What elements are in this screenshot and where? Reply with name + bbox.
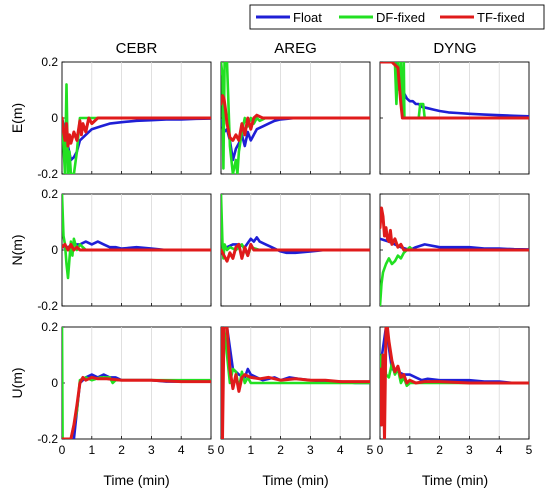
column-title-dyng: DYNG	[433, 40, 476, 57]
column-title-areg: AREG	[274, 40, 317, 57]
y-tick-label: -0.2	[37, 432, 58, 446]
panel-series	[380, 206, 529, 306]
panel-series	[380, 62, 529, 120]
panel-series	[62, 327, 211, 439]
series-line-tf-fixed-areg-u	[221, 327, 370, 439]
series-line-df-fixed-cebr-e	[62, 83, 211, 174]
x-tick-label: 5	[208, 443, 215, 457]
x-tick-label: 5	[526, 443, 533, 457]
y-tick-label: 0.2	[41, 55, 58, 69]
y-tick-label: 0	[51, 376, 58, 390]
panel-cebr-e: -0.2 0 0.2	[37, 55, 212, 181]
row-label-e: E(m)	[9, 103, 25, 133]
legend-label-float: Float	[293, 10, 322, 25]
panel-series	[62, 83, 211, 174]
x-axis-label-cebr: Time (min)	[103, 472, 169, 488]
series-line-tf-fixed-dyng-e	[380, 62, 529, 120]
x-tick-label: 4	[337, 443, 344, 457]
series-line-tf-fixed-dyng-n	[380, 206, 529, 252]
x-tick-label: 3	[148, 443, 155, 457]
x-tick-label: 0	[218, 443, 225, 457]
x-tick-label: 2	[436, 443, 443, 457]
x-tick-label: 5	[367, 443, 374, 457]
series-line-tf-fixed-areg-n	[221, 242, 370, 263]
y-tick-label: 0.2	[41, 320, 58, 334]
panel-series	[62, 194, 211, 280]
series-line-df-fixed-dyng-e	[380, 62, 529, 120]
panel-dyng-e	[379, 61, 530, 175]
y-tick-label: -0.2	[37, 167, 58, 181]
x-tick-label: 0	[59, 443, 66, 457]
y-tick-label: 0	[51, 111, 58, 125]
series-line-tf-fixed-dyng-u	[380, 327, 529, 439]
panel-series	[221, 194, 370, 263]
legend-label-df-fixed: DF-fixed	[376, 10, 425, 25]
x-tick-label: 4	[178, 443, 185, 457]
panels: -0.200.2-0.200.20 1 2 3 4 5-0.200.20 1 2 3 4 5 0 1 2 3…	[37, 55, 532, 457]
panel-cebr-n: -0.2 0 0.2	[37, 187, 212, 313]
y-tick-label: 0	[51, 243, 58, 257]
panel-series	[221, 327, 370, 439]
x-tick-label: 1	[247, 443, 254, 457]
legend-box	[249, 4, 545, 30]
panel-cebr-u: 0 1 2 3 4 5-0.200.2	[37, 320, 214, 457]
panel-dyng-u: 0 1 2 3 4 5	[377, 326, 533, 457]
row-label-u: U(m)	[9, 367, 25, 398]
x-tick-label: 1	[406, 443, 413, 457]
x-tick-label: 2	[277, 443, 284, 457]
x-tick-label: 3	[466, 443, 473, 457]
x-axis-label-areg: Time (min)	[262, 472, 328, 488]
series-line-tf-fixed-cebr-e	[62, 116, 211, 148]
y-tick-label: 0.2	[41, 187, 58, 201]
y-tick-label: -0.2	[37, 299, 58, 313]
row-label-n: N(m)	[9, 234, 25, 265]
panel-dyng-n	[379, 193, 530, 307]
x-tick-label: 4	[496, 443, 503, 457]
x-tick-label: 0	[377, 443, 384, 457]
panel-areg-e	[220, 61, 371, 175]
legend: Float DF-fixed TF-fixed	[249, 4, 545, 30]
series-line-tf-fixed-cebr-n	[62, 242, 211, 252]
panel-series	[221, 62, 370, 174]
column-title-cebr: CEBR	[116, 40, 158, 57]
x-tick-label: 2	[118, 443, 125, 457]
panel-areg-u: 0 1 2 3 4 5	[218, 326, 374, 457]
series-line-tf-fixed-areg-e	[221, 94, 370, 142]
legend-label-tf-fixed: TF-fixed	[477, 10, 525, 25]
series-line-df-fixed-cebr-u	[62, 327, 211, 439]
panel-series	[380, 327, 529, 439]
x-axis-label-dyng: Time (min)	[422, 472, 488, 488]
panel-areg-n	[220, 193, 371, 307]
x-tick-label: 3	[307, 443, 314, 457]
x-tick-label: 1	[88, 443, 95, 457]
series-line-df-fixed-areg-e	[221, 62, 370, 174]
series-line-tf-fixed-cebr-u	[62, 375, 211, 439]
